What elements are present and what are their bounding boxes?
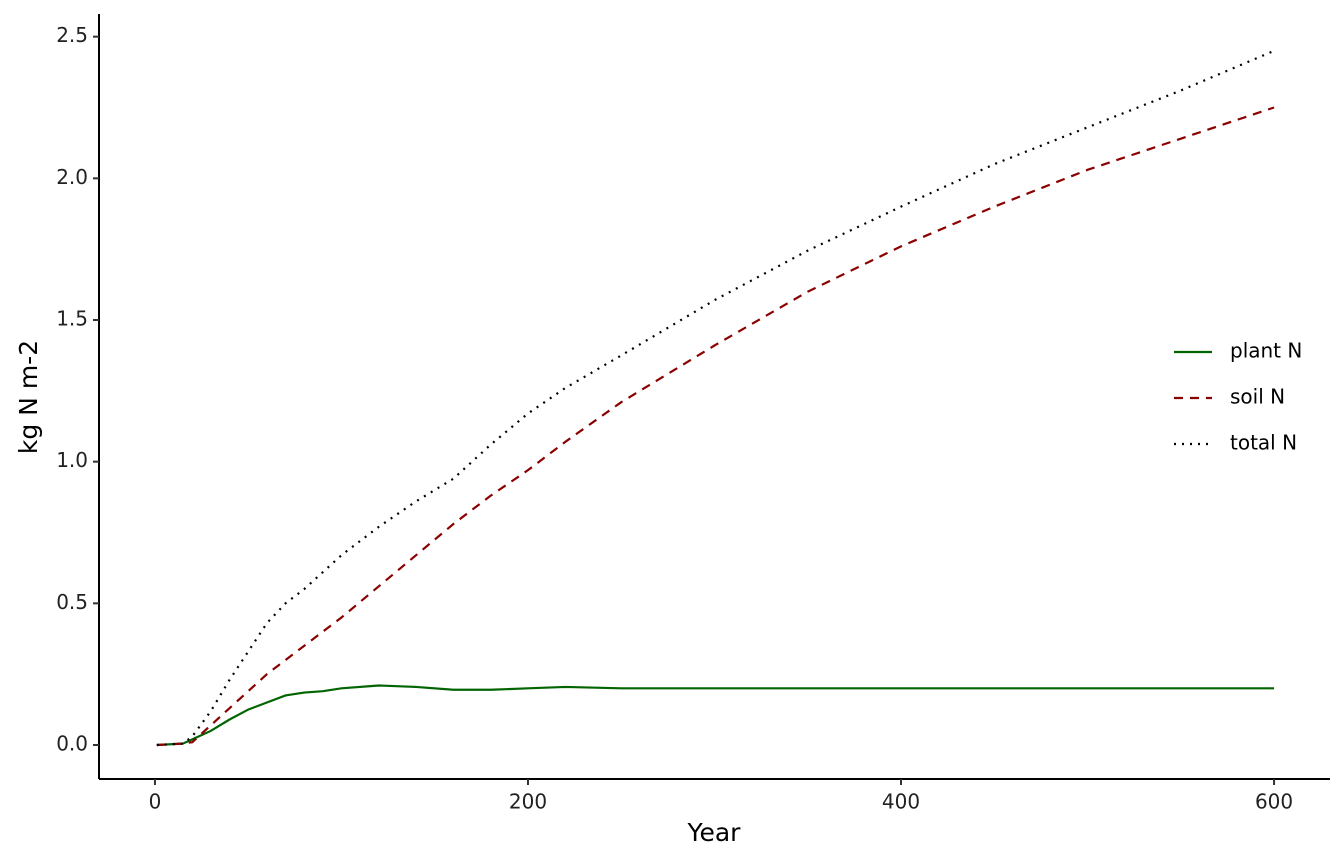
series-line bbox=[156, 106, 1275, 747]
series-line bbox=[156, 49, 1275, 747]
x-axis-title: Year bbox=[687, 818, 742, 847]
x-tick-label: 200 bbox=[509, 790, 547, 814]
y-tick-label: 1.0 bbox=[56, 448, 88, 472]
y-tick-label: 0.5 bbox=[56, 590, 88, 614]
y-axis-title: kg N m-2 bbox=[14, 340, 43, 454]
legend-label: plant N bbox=[1230, 339, 1302, 363]
x-tick-label: 400 bbox=[882, 790, 920, 814]
y-tick-label: 1.5 bbox=[56, 307, 88, 331]
y-tick-label: 0.0 bbox=[56, 732, 88, 756]
y-tick-label: 2.5 bbox=[56, 23, 88, 47]
series-line bbox=[156, 684, 1275, 747]
legend-label: soil N bbox=[1230, 385, 1285, 409]
x-tick-label: 600 bbox=[1255, 790, 1293, 814]
x-tick-label: 0 bbox=[149, 790, 162, 814]
y-tick-label: 2.0 bbox=[56, 165, 88, 189]
legend-label: total N bbox=[1230, 431, 1297, 455]
